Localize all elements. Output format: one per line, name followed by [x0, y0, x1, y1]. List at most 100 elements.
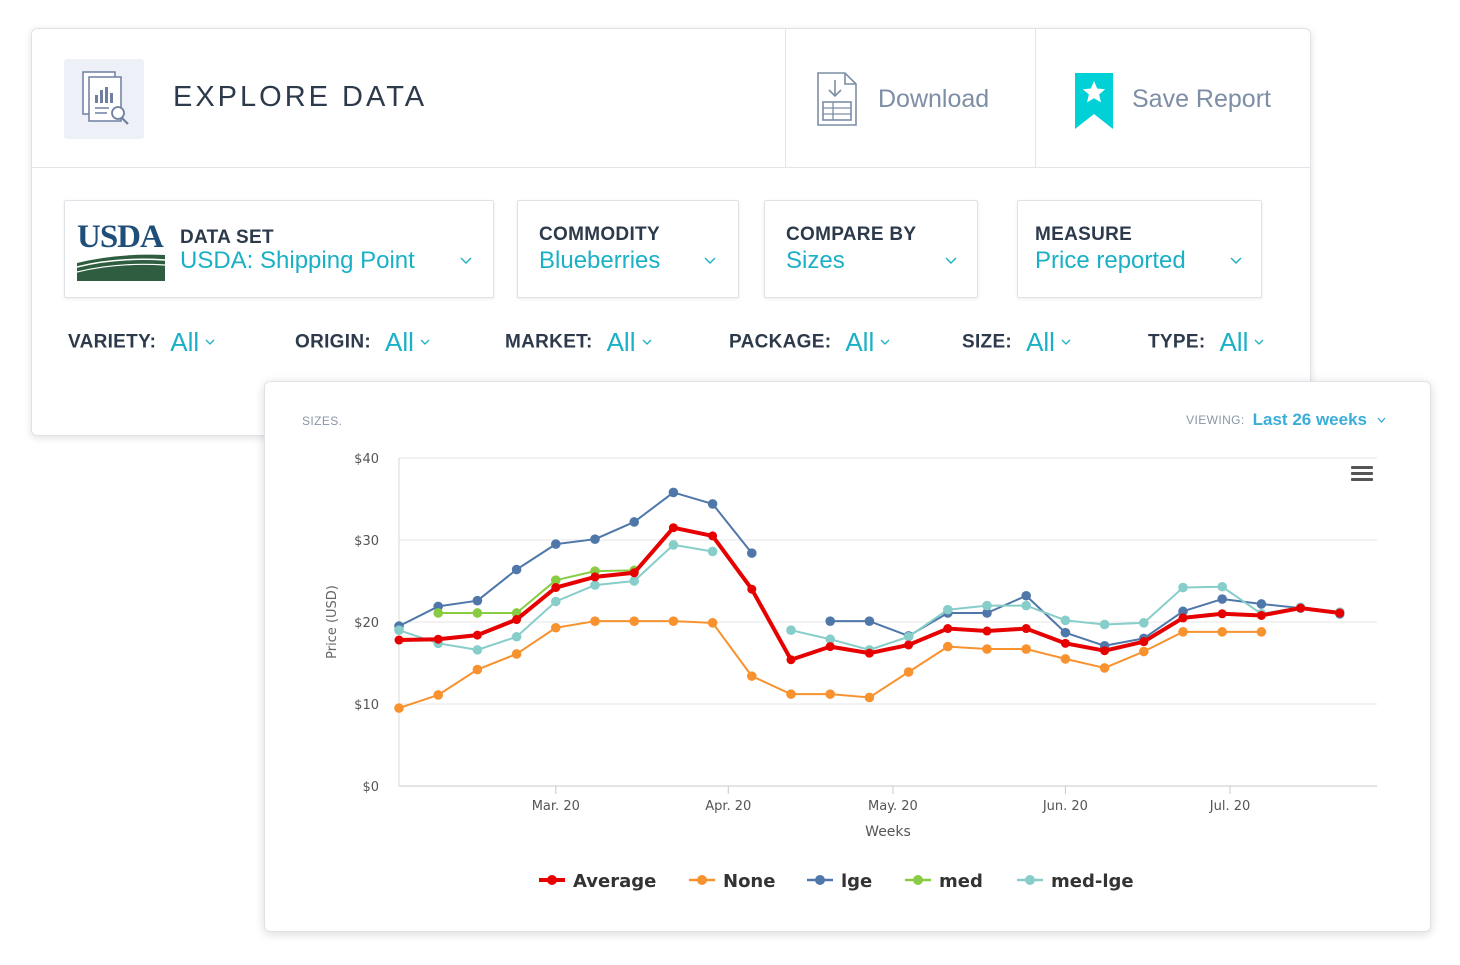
- measure-select[interactable]: MEASURE Price reported: [1017, 200, 1262, 298]
- legend-label: med-lge: [1051, 871, 1134, 892]
- series-average: [394, 523, 1345, 665]
- commodity-select[interactable]: COMMODITY Blueberries: [517, 200, 739, 298]
- bookmark-star-icon: [1075, 73, 1113, 129]
- data-point: [707, 546, 718, 557]
- commodity-value: Blueberries: [539, 247, 661, 274]
- commodity-caption: COMMODITY: [539, 224, 660, 245]
- dataset-select[interactable]: USDA DATA SET USDA: Shipping Point: [64, 200, 494, 298]
- data-point: [668, 616, 679, 626]
- data-point: [511, 564, 522, 575]
- compare-by-select[interactable]: COMPARE BY Sizes: [764, 200, 978, 298]
- variety-filter[interactable]: VARIETY: All: [68, 327, 215, 357]
- market-filter[interactable]: MARKET: All: [505, 327, 652, 357]
- y-tick-label: $10: [354, 698, 379, 713]
- y-tick-label: $40: [354, 452, 379, 467]
- data-point: [1217, 627, 1227, 637]
- data-point: [707, 618, 718, 628]
- x-tick-label: Jun. 20: [1042, 799, 1088, 814]
- report-search-icon: [64, 59, 144, 139]
- save-report-button[interactable]: Save Report: [1035, 29, 1311, 167]
- package-filter-label: PACKAGE:: [729, 331, 832, 353]
- price-line-chart: $0 $10 $20 $30 $40 Mar. 20 Apr. 20 May. 20 Jun. …: [325, 452, 1377, 892]
- data-point: [1021, 624, 1031, 634]
- dataset-caption: DATA SET: [180, 227, 274, 248]
- data-point: [629, 576, 639, 586]
- package-filter-value: All: [845, 327, 875, 357]
- y-tick-label: $20: [354, 616, 379, 631]
- data-point: [1178, 606, 1188, 617]
- chevron-down-icon: [1377, 417, 1386, 423]
- legend-marker: [697, 875, 707, 885]
- chevron-down-icon: [704, 257, 716, 264]
- legend-item[interactable]: med: [905, 871, 983, 892]
- legend-item[interactable]: None: [689, 871, 775, 892]
- chevron-down-icon: [1254, 339, 1264, 345]
- data-point: [864, 616, 875, 626]
- viewing-range-select[interactable]: VIEWING: Last 26 weeks: [1186, 410, 1386, 430]
- legend-marker: [1025, 875, 1035, 885]
- x-axis-title: Weeks: [865, 824, 911, 840]
- type-filter[interactable]: TYPE: All: [1148, 327, 1264, 357]
- data-point: [786, 689, 796, 699]
- chevron-down-icon: [880, 339, 890, 345]
- data-point: [747, 671, 757, 681]
- measure-value: Price reported: [1035, 247, 1186, 274]
- data-point: [629, 616, 639, 626]
- data-point: [472, 645, 483, 655]
- data-point: [943, 624, 953, 634]
- data-point: [747, 548, 757, 558]
- data-point: [982, 626, 992, 636]
- data-point: [1335, 608, 1345, 618]
- data-point: [394, 635, 404, 645]
- data-point: [1060, 615, 1071, 626]
- legend-marker: [547, 875, 557, 885]
- chart-card: SIZES. VIEWING: Last 26 weeks $0 $10 $20 $30…: [264, 381, 1431, 932]
- save-report-label: Save Report: [1132, 85, 1271, 113]
- variety-filter-value: All: [170, 327, 200, 357]
- data-point: [864, 692, 875, 703]
- chevron-down-icon: [460, 257, 472, 264]
- legend-label: lge: [841, 871, 872, 892]
- size-filter[interactable]: SIZE: All: [962, 327, 1071, 357]
- usda-logo: USDA: [75, 217, 167, 281]
- data-point: [668, 540, 679, 550]
- data-point: [825, 616, 835, 626]
- data-point: [1296, 603, 1306, 613]
- package-filter[interactable]: PACKAGE: All: [729, 327, 890, 357]
- market-filter-label: MARKET:: [505, 331, 593, 353]
- measure-caption: MEASURE: [1035, 224, 1133, 245]
- data-point: [551, 583, 561, 593]
- dataset-value: USDA: Shipping Point: [180, 247, 415, 274]
- hamburger-menu-icon[interactable]: [1351, 466, 1373, 481]
- data-point: [747, 584, 757, 594]
- data-point: [982, 644, 992, 654]
- data-point: [472, 664, 483, 675]
- download-label: Download: [878, 85, 990, 113]
- data-point: [864, 648, 874, 658]
- data-point: [629, 517, 639, 527]
- data-point: [472, 608, 483, 618]
- series-line: [438, 569, 635, 614]
- legend-item[interactable]: Average: [539, 871, 656, 892]
- series-line: [398, 491, 753, 627]
- data-point: [1021, 644, 1031, 654]
- legend-label: Average: [573, 871, 656, 892]
- legend-item[interactable]: lge: [807, 871, 872, 892]
- x-tick-label: Apr. 20: [705, 799, 751, 814]
- chevron-down-icon: [642, 339, 651, 345]
- x-tick-label: Jul. 20: [1209, 799, 1251, 814]
- download-button[interactable]: Download: [785, 29, 1036, 167]
- x-tick-label: May. 20: [868, 799, 918, 814]
- data-point: [707, 499, 718, 509]
- data-point: [394, 625, 404, 635]
- data-point: [1217, 609, 1227, 619]
- origin-filter[interactable]: ORIGIN: All: [295, 327, 430, 357]
- data-point: [511, 649, 522, 659]
- data-point: [394, 703, 404, 713]
- compare-by-caption: COMPARE BY: [786, 224, 917, 245]
- data-point: [433, 634, 443, 644]
- legend-item[interactable]: med-lge: [1017, 871, 1134, 892]
- series-med: [433, 565, 639, 618]
- explore-data-panel: EXPLORE DATA Download Save Report: [31, 28, 1311, 436]
- data-point: [668, 523, 678, 533]
